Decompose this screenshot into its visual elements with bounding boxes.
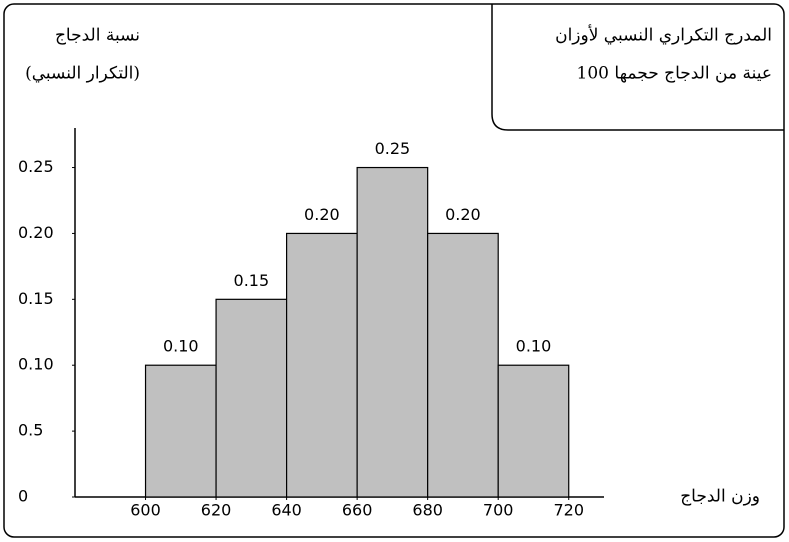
y-tick-label: 0.25 [18,157,54,176]
x-tick-label: 700 [483,501,514,520]
chart-title: المدرج التكراري النسبي لأوزان [555,25,772,46]
y-tick-label: 0.15 [18,289,54,308]
y-axis-label: نسبة الدجاج [55,26,140,46]
title-box [491,4,784,131]
x-tick-label: 600 [130,501,161,520]
bar [497,364,570,498]
x-tick-label: 720 [553,501,584,520]
bar [215,298,288,498]
y-tick-label: 0.10 [18,355,54,374]
x-tick-label: 680 [412,501,443,520]
x-tick-label: 660 [342,501,373,520]
value-label: 0.25 [375,139,411,158]
y-tick-label: 0.5 [18,421,43,440]
x-axis-label: وزن الدجاج [680,487,760,507]
value-label: 0.20 [445,205,481,224]
bar [286,232,358,498]
y-tick-label: 0 [18,487,28,506]
bar [356,166,429,498]
value-label: 0.15 [234,271,270,290]
bar [144,364,217,498]
chart-subtitle: عينة من الدجاج حجمها 100 [577,64,772,84]
y-axis-label: (التكرار النسبي) [25,64,140,84]
value-label: 0.10 [163,337,199,356]
value-label: 0.20 [304,205,340,224]
y-tick-label: 0.20 [18,223,54,242]
x-tick-label: 620 [201,501,232,520]
x-tick-label: 640 [271,501,302,520]
value-label: 0.10 [516,337,552,356]
bar [427,232,499,498]
